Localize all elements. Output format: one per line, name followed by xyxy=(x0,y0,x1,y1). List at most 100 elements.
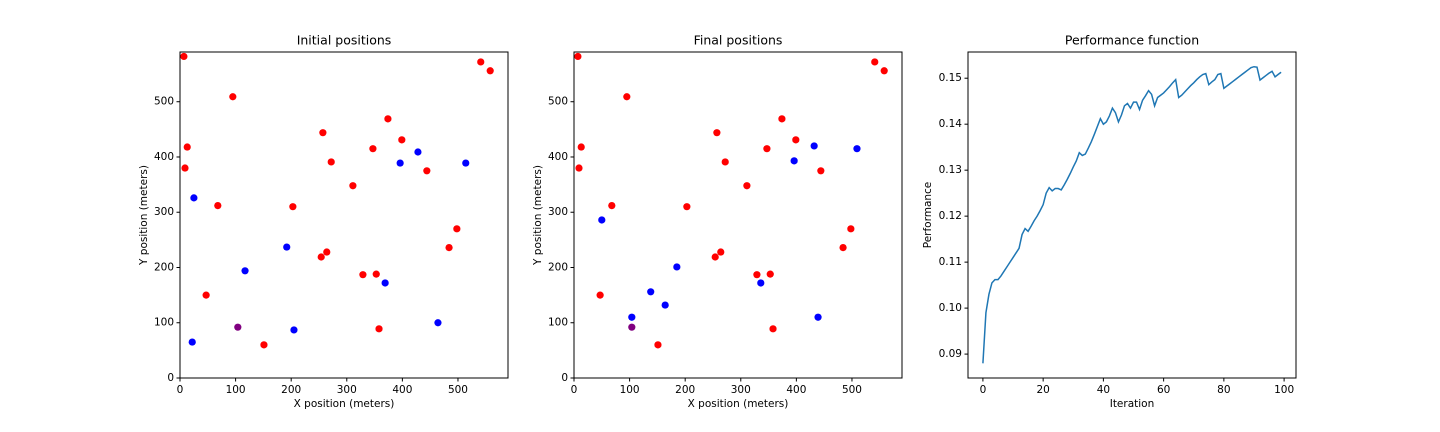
point xyxy=(711,253,719,261)
x-tick-label: 100 xyxy=(1274,384,1294,396)
y-tick-label: 0.10 xyxy=(939,302,962,314)
point xyxy=(229,93,237,101)
x-tick-label: 40 xyxy=(1097,384,1110,396)
point xyxy=(778,115,786,123)
y-tick-label: 500 xyxy=(154,96,174,108)
point xyxy=(814,313,822,321)
point xyxy=(661,301,669,309)
point xyxy=(792,136,800,144)
x-tick-label: 0 xyxy=(571,384,578,396)
chart-title: Initial positions xyxy=(297,33,392,48)
point xyxy=(753,271,761,279)
point xyxy=(654,341,662,349)
point xyxy=(202,291,210,299)
x-tick-label: 300 xyxy=(731,384,751,396)
axes-frame xyxy=(573,51,903,379)
y-axis-label: Performance xyxy=(922,182,934,249)
point xyxy=(713,129,721,137)
point xyxy=(839,244,847,252)
y-tick-label: 100 xyxy=(154,317,174,329)
point xyxy=(396,159,404,167)
chart-title: Final positions xyxy=(694,33,783,48)
point xyxy=(241,267,249,275)
point xyxy=(757,279,765,287)
y-tick-label: 0.12 xyxy=(939,210,962,222)
point xyxy=(763,145,771,153)
y-tick-label: 500 xyxy=(548,96,568,108)
x-tick-label: 200 xyxy=(675,384,695,396)
point xyxy=(349,182,357,190)
line xyxy=(982,65,1282,364)
x-tick-label: 100 xyxy=(620,384,640,396)
x-tick-label: 20 xyxy=(1036,384,1049,396)
point xyxy=(260,341,268,349)
x-axis-label: Iteration xyxy=(1110,398,1155,410)
point xyxy=(359,271,367,279)
point xyxy=(453,225,461,233)
point xyxy=(372,270,380,278)
point xyxy=(853,145,861,153)
y-tick-label: 300 xyxy=(154,206,174,218)
point xyxy=(317,253,325,261)
point xyxy=(647,288,655,296)
y-tick-label: 200 xyxy=(548,261,568,273)
y-tick-label: 0.14 xyxy=(939,118,963,130)
y-axis-label: Y position (meters) xyxy=(138,165,150,266)
x-tick-label: 500 xyxy=(448,384,468,396)
chart-title: Performance function xyxy=(1065,33,1199,48)
point xyxy=(628,323,636,331)
point xyxy=(790,157,798,165)
point xyxy=(577,143,585,151)
point xyxy=(623,93,631,101)
x-tick-label: 60 xyxy=(1157,384,1170,396)
point xyxy=(434,319,442,327)
y-tick-label: 300 xyxy=(548,206,568,218)
x-tick-label: 0 xyxy=(980,384,987,396)
y-tick-label: 0.11 xyxy=(939,256,962,268)
point xyxy=(871,58,879,66)
point xyxy=(598,216,606,224)
point xyxy=(234,323,242,331)
point xyxy=(323,248,331,256)
point xyxy=(183,143,191,151)
point xyxy=(369,145,377,153)
x-axis-label: X position (meters) xyxy=(294,398,395,410)
y-tick-label: 100 xyxy=(548,317,568,329)
point xyxy=(847,225,855,233)
y-tick-label: 0.09 xyxy=(939,348,962,360)
point xyxy=(181,164,189,172)
point xyxy=(327,158,335,166)
y-tick-label: 0 xyxy=(561,372,568,384)
point xyxy=(375,325,383,333)
y-tick-label: 0.15 xyxy=(939,72,962,84)
point xyxy=(486,67,494,75)
x-tick-label: 400 xyxy=(392,384,412,396)
y-tick-label: 0.13 xyxy=(939,164,962,176)
point xyxy=(289,203,297,211)
x-tick-label: 100 xyxy=(226,384,246,396)
y-tick-label: 0 xyxy=(167,372,174,384)
point xyxy=(769,325,777,333)
x-tick-label: 500 xyxy=(842,384,862,396)
point xyxy=(596,291,604,299)
point xyxy=(283,243,291,251)
y-tick-label: 400 xyxy=(548,151,568,163)
point xyxy=(290,326,298,334)
point xyxy=(214,202,222,210)
x-tick-label: 400 xyxy=(786,384,806,396)
point xyxy=(188,338,196,346)
point xyxy=(319,129,327,137)
x-tick-label: 200 xyxy=(281,384,301,396)
x-axis-label: X position (meters) xyxy=(688,398,789,410)
axes-frame xyxy=(967,51,1297,379)
point xyxy=(180,52,188,61)
point xyxy=(880,67,888,75)
x-tick-label: 0 xyxy=(177,384,184,396)
point xyxy=(628,313,636,321)
point xyxy=(766,270,774,278)
point xyxy=(190,194,198,202)
point xyxy=(717,248,725,256)
point xyxy=(575,164,583,172)
point xyxy=(608,202,616,210)
